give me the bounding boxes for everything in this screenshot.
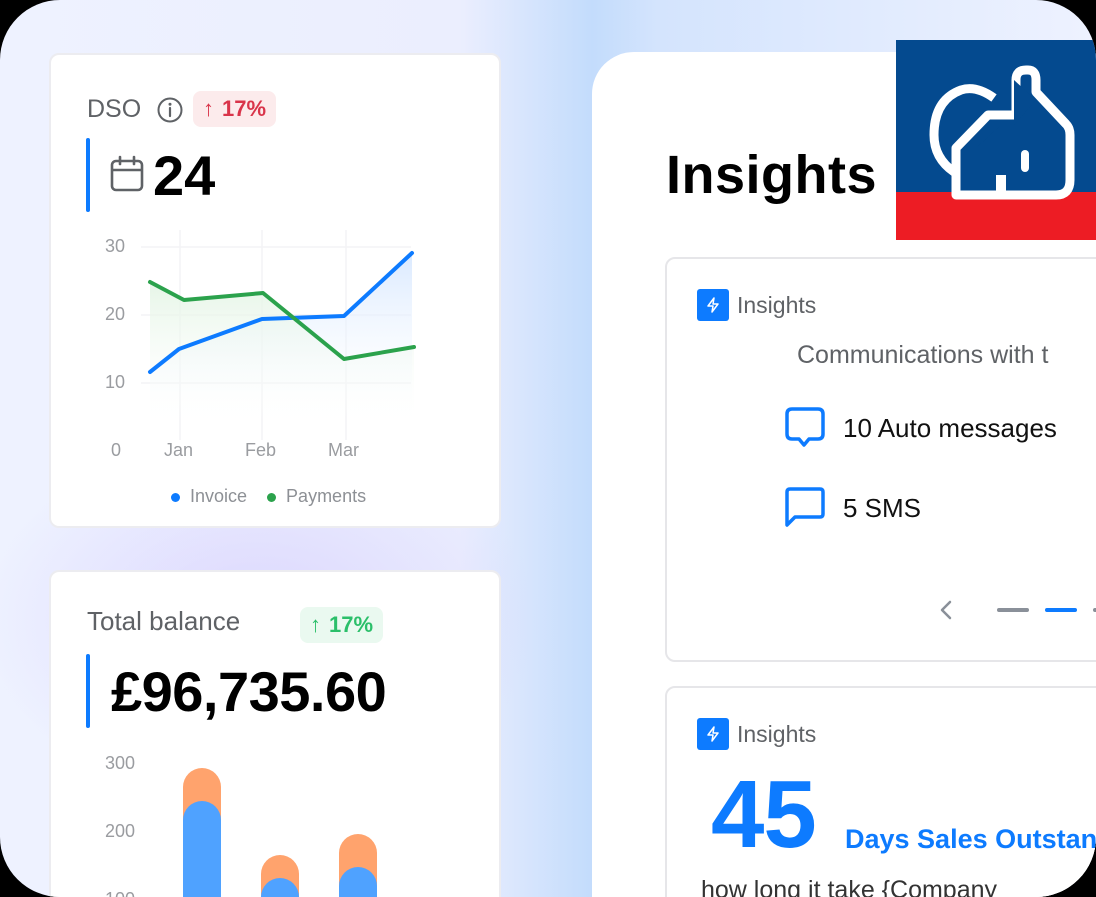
balance-change-badge: ↑ 17% xyxy=(300,607,384,643)
pager-dot-active[interactable] xyxy=(1045,608,1077,612)
x-tick: Mar xyxy=(328,440,359,460)
arrow-up-icon: ↑ xyxy=(310,612,321,637)
balance-title: Total balance xyxy=(87,606,241,636)
dso-change-value: 17% xyxy=(222,96,267,121)
dso-description: how long it take {Company xyxy=(701,876,998,897)
building-society-logo xyxy=(896,40,1096,240)
accent-bar xyxy=(86,138,90,212)
dso-change-badge: ↑ 17% xyxy=(193,91,277,127)
dso-card: DSO ↑ 17% 24 xyxy=(49,53,501,528)
y-tick: 100 xyxy=(105,889,135,897)
bar xyxy=(183,801,221,897)
arrow-up-icon: ↑ xyxy=(203,96,214,121)
pager-dot[interactable] xyxy=(997,608,1029,612)
calendar-icon xyxy=(110,155,144,192)
balance-change-value: 17% xyxy=(329,612,374,637)
insight-card-dso: Insights 45 Days Sales Outstan how long … xyxy=(665,686,1096,897)
insight-label: Insights xyxy=(737,291,817,318)
lightning-icon xyxy=(697,289,729,321)
carousel-pager xyxy=(939,599,1096,621)
dso-line-chart xyxy=(141,230,416,440)
balance-value: £96,735.60 xyxy=(111,660,387,723)
insight-label: Insights xyxy=(737,720,817,747)
y-tick: 300 xyxy=(105,753,136,773)
chart-legend: Invoice Payments xyxy=(171,486,366,507)
pager-dot[interactable] xyxy=(1093,608,1096,612)
chevron-left-icon[interactable] xyxy=(939,599,953,621)
speech-bubble-icon xyxy=(785,407,825,447)
total-balance-card: Total balance ↑ 17% £96,735.60 300 200 1… xyxy=(49,570,501,897)
sms-text: 5 SMS xyxy=(843,492,922,523)
communications-text: Communications with t xyxy=(797,341,1049,369)
y-tick: 30 xyxy=(105,236,126,256)
y-tick: 20 xyxy=(105,304,126,324)
x-tick: Jan xyxy=(164,440,194,460)
bar xyxy=(339,867,377,897)
insight-header: Insights xyxy=(697,718,816,750)
x-tick: Feb xyxy=(245,440,277,460)
dso-days-label: Days Sales Outstan xyxy=(845,824,1096,854)
legend-item-payments[interactable]: Payments xyxy=(267,486,366,507)
accent-bar xyxy=(86,654,90,728)
dso-days-value: 45 xyxy=(711,761,817,868)
dso-title: DSO xyxy=(87,95,142,123)
sms-row: 5 SMS xyxy=(785,487,921,529)
lightning-icon xyxy=(697,718,729,750)
y-tick: 0 xyxy=(111,440,122,460)
insight-card-communications: Insights Communications with t 10 Auto m… xyxy=(665,257,1096,662)
page-title: Insights xyxy=(666,145,878,205)
auto-messages-row: 10 Auto messages xyxy=(785,407,1057,449)
insight-header: Insights xyxy=(697,289,816,321)
auto-messages-text: 10 Auto messages xyxy=(843,412,1057,443)
info-icon[interactable] xyxy=(156,96,184,124)
legend-dot-icon xyxy=(171,492,180,502)
y-tick: 200 xyxy=(105,821,136,841)
legend-dot-icon xyxy=(267,492,277,502)
y-tick: 10 xyxy=(105,372,126,392)
bar xyxy=(261,878,299,897)
legend-item-invoice[interactable]: Invoice xyxy=(171,486,247,507)
dso-value: 24 xyxy=(153,144,216,207)
balance-bar-chart xyxy=(183,768,377,897)
chat-icon xyxy=(785,487,825,527)
